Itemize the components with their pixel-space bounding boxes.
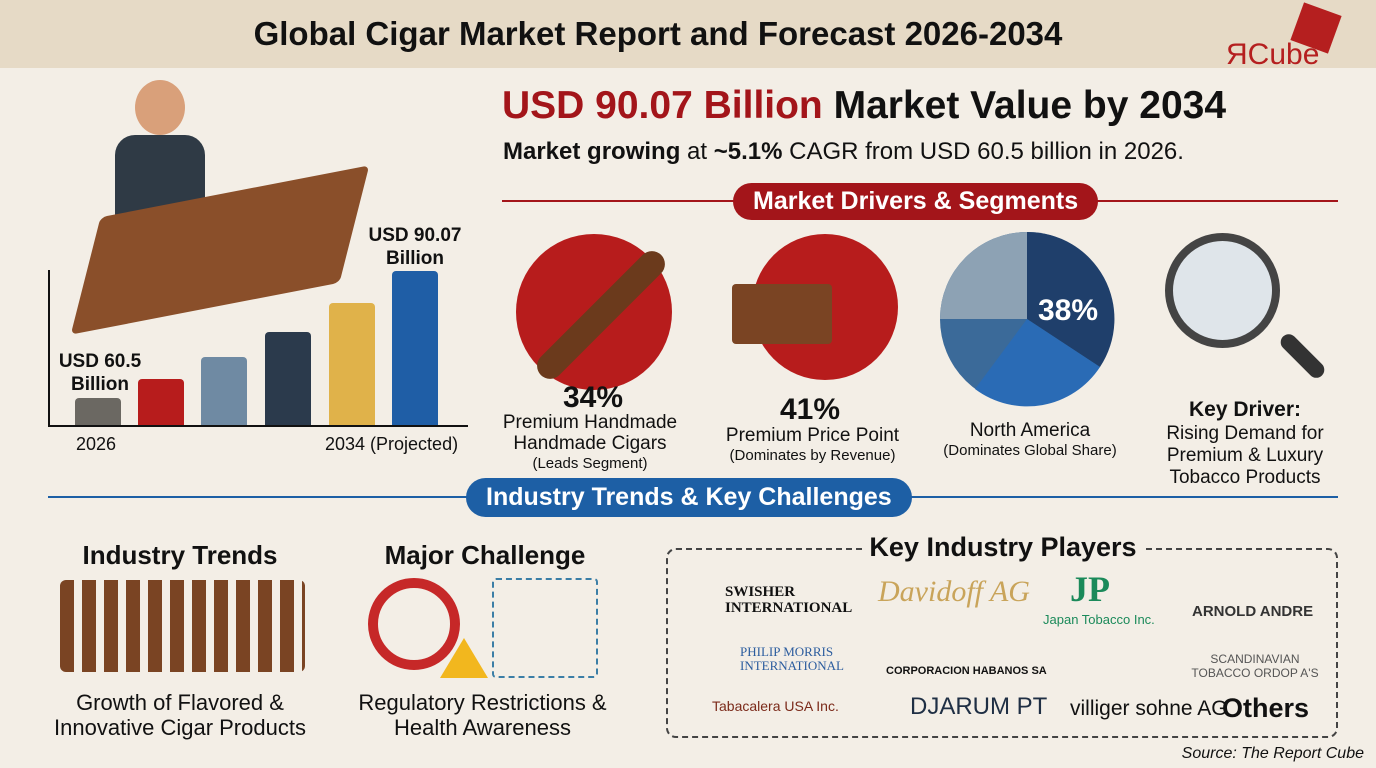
bar-4 (265, 332, 311, 425)
player-swisher: SWISHER INTERNATIONAL (725, 584, 853, 616)
logo: ЯCube (1226, 2, 1342, 78)
driver-2-label: Premium Price Point (725, 425, 900, 446)
headline: USD 90.07 Billion Market Value by 2034 (502, 84, 1226, 128)
driver-3-label: North America (969, 420, 1091, 441)
warning-icon (440, 638, 488, 678)
player-philip-morris: PHILIP MORRIS INTERNATIONAL (740, 644, 844, 673)
flowchart-icon (492, 578, 598, 678)
player-arnold-andre: ARNOLD ANDRE (1192, 603, 1314, 620)
drivers-heading: Market Drivers & Segments (733, 183, 1099, 220)
sub-bold: Market growing (503, 138, 681, 165)
handmade-cigar-icon (516, 234, 672, 390)
player-habanos: CORPORACION HABANOS SA (886, 665, 1047, 677)
sub-rest: CAGR from USD 60.5 billion in 2026. (789, 138, 1184, 165)
players-heading: Key Industry Players (863, 532, 1143, 563)
cigar-roller-illustration (70, 80, 370, 335)
driver-4-note: Rising Demand for Premium & Luxury Tobac… (1166, 423, 1324, 488)
bar-1 (75, 398, 121, 425)
magnifier-icon (1165, 233, 1330, 398)
jp-logo: JP (1070, 569, 1110, 609)
industry-trends-text: Growth of Flavored & Innovative Cigar Pr… (54, 690, 306, 740)
player-djarum: DJARUM PT (910, 693, 1048, 720)
driver-1-label: Premium Handmade Handmade Cigars (502, 412, 678, 454)
page-title: Global Cigar Market Report and Forecast … (253, 15, 1063, 52)
player-davidoff: Davidoff AG (878, 575, 1030, 608)
driver-1-pct: 34% (563, 381, 624, 414)
player-scandinavian: SCANDINAVIAN TOBACCO ORDOP A'S (1191, 652, 1319, 680)
start-value-label: USD 60.5 Billion (58, 351, 142, 395)
bar-2 (138, 379, 184, 425)
humidor-icon (732, 234, 898, 380)
source-note: Source: The Report Cube (1181, 745, 1364, 762)
subheadline: Market growing at ~5.1% CAGR from USD 60… (503, 138, 1184, 166)
major-challenge-text: Regulatory Restrictions & Health Awarene… (358, 690, 607, 740)
driver-3-note: (Dominates Global Share) (943, 442, 1117, 459)
headline-rest: Market Value by 2034 (833, 84, 1227, 127)
bar-3 (201, 357, 247, 425)
major-challenge-heading: Major Challenge (384, 540, 586, 570)
trends-heading: Industry Trends & Key Challenges (466, 478, 912, 517)
driver-2-note: (Dominates by Revenue) (729, 447, 896, 464)
player-tabacalera: Tabacalera USA Inc. (712, 698, 839, 714)
cigars-assortment-icon (60, 580, 305, 672)
pie-chart-icon: 38% (940, 231, 1115, 407)
player-others: Others (1222, 693, 1310, 723)
pie-pct: 38% (1038, 294, 1099, 327)
x-label-start: 2026 (76, 434, 117, 454)
title-bar: Global Cigar Market Report and Forecast … (0, 0, 1376, 68)
player-villiger: villiger sohne AG (1070, 697, 1228, 720)
player-japan-tobacco: Japan Tobacco Inc. (1043, 612, 1155, 627)
bar-5 (329, 303, 375, 425)
driver-2-pct: 41% (780, 393, 841, 426)
driver-1-note: (Leads Segment) (532, 455, 648, 472)
headline-value: USD 90.07 Billion (502, 84, 823, 127)
growth-bar-chart (48, 270, 468, 430)
bar-6 (392, 271, 438, 425)
logo-text: ЯCube (1226, 38, 1320, 71)
end-value-label: USD 90.07 Billion (368, 225, 462, 269)
sub-cagr: ~5.1% (713, 138, 783, 165)
industry-trends-heading: Industry Trends (82, 540, 278, 570)
driver-4-label: Key Driver: (1188, 398, 1302, 421)
sub-mid: at (687, 138, 708, 165)
no-smoking-icon (368, 578, 460, 670)
x-label-end: 2034 (Projected) (325, 434, 459, 454)
